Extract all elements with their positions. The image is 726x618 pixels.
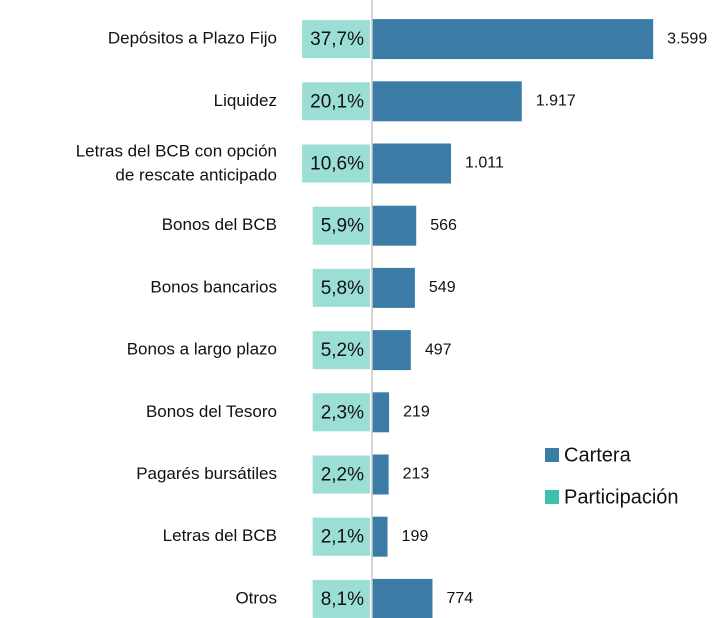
bar	[372, 267, 415, 308]
share-label: 8,1%	[321, 589, 364, 610]
value-label: 199	[402, 528, 429, 545]
share-label: 2,1%	[321, 527, 364, 548]
value-label: 497	[425, 341, 452, 358]
value-label: 774	[446, 590, 473, 607]
share-label: 5,9%	[321, 216, 364, 237]
share-label: 5,2%	[321, 340, 364, 361]
share-box	[302, 20, 370, 59]
value-label: 1.917	[536, 93, 576, 110]
category-label: Otros	[235, 588, 277, 607]
bar	[372, 516, 388, 557]
category-label: Bonos del Tesoro	[146, 402, 277, 421]
share-box	[302, 144, 370, 183]
share-box	[312, 517, 370, 556]
category-label: Liquidez	[214, 91, 277, 110]
bar	[372, 454, 389, 495]
share-label: 5,8%	[321, 278, 364, 299]
legend-swatch	[545, 448, 559, 462]
share-label: 37,7%	[310, 29, 364, 50]
share-box	[312, 206, 370, 245]
share-box	[312, 579, 370, 618]
value-label: 3.599	[667, 30, 707, 47]
category-label: Bonos del BCB	[162, 215, 277, 234]
category-label: Letras del BCB	[163, 526, 277, 545]
category-label: Letras del BCB con opción de rescate ant…	[76, 142, 277, 185]
value-label: 566	[430, 217, 457, 234]
share-label: 2,3%	[321, 402, 364, 423]
category-label: Bonos a largo plazo	[127, 340, 277, 359]
category-label: Pagarés bursátiles	[136, 464, 277, 483]
legend-swatch	[545, 490, 559, 504]
bar	[372, 19, 654, 60]
share-label: 20,1%	[310, 91, 364, 112]
bar	[372, 81, 522, 122]
category-label: Bonos bancarios	[150, 277, 277, 296]
value-label: 213	[403, 466, 430, 483]
bar	[372, 205, 417, 246]
bar	[372, 143, 451, 184]
share-box	[312, 455, 370, 494]
legend-label: Participación	[564, 486, 679, 508]
bar	[372, 392, 390, 433]
value-label: 1.011	[465, 155, 504, 172]
legend-label: Cartera	[564, 444, 632, 466]
bar	[372, 330, 411, 371]
share-box	[312, 268, 370, 307]
share-label: 2,2%	[321, 465, 364, 486]
category-label: Depósitos a Plazo Fijo	[108, 29, 277, 48]
share-box	[312, 393, 370, 432]
share-box	[302, 82, 370, 121]
value-label: 219	[403, 404, 430, 421]
share-box	[312, 331, 370, 370]
bar	[372, 578, 433, 618]
share-label: 10,6%	[310, 154, 364, 175]
value-label: 549	[429, 279, 456, 296]
